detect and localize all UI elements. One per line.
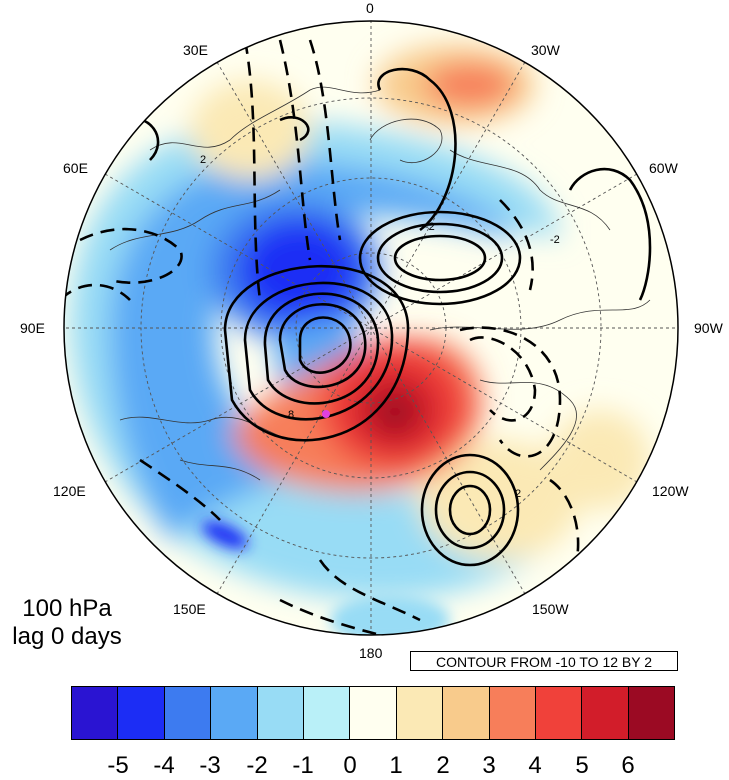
lon-label-60w: 60W: [649, 160, 678, 176]
pressure-level-label: 100 hPa: [22, 595, 112, 622]
colorbar-tick: 6: [621, 752, 635, 779]
polar-map: 2 -2 8 2 -2: [63, 20, 679, 636]
colorbar-tick: -3: [199, 752, 221, 779]
colorbar-tick: -1: [292, 752, 314, 779]
lon-label-0: 0: [366, 0, 374, 16]
colorbar-tick: 0: [343, 752, 357, 779]
colorbar-cell: [257, 687, 304, 739]
colorbar-tick: 3: [482, 752, 496, 779]
lon-label-30e: 30E: [183, 42, 208, 58]
shaded-anomaly-field: 2 -2 8 2 -2: [64, 21, 678, 635]
colorbar-tick: 2: [436, 752, 450, 779]
contour-lines: [119, 67, 652, 567]
contour-info-box: CONTOUR FROM -10 TO 12 BY 2: [410, 651, 678, 671]
colorbar-tick: 5: [575, 752, 589, 779]
colorbar-tick: 4: [528, 752, 542, 779]
colorbar-cell: [72, 687, 119, 739]
colorbar-tick: -5: [107, 752, 129, 779]
map-border: [63, 20, 679, 636]
lon-label-120e: 120E: [53, 483, 86, 499]
lon-label-150e: 150E: [173, 601, 206, 617]
contour-label-5: -2: [425, 221, 435, 233]
colorbar-tick: -2: [246, 752, 268, 779]
lon-label-30w: 30W: [531, 42, 560, 58]
graticule: [64, 21, 678, 635]
contour-label-3: 8: [288, 409, 294, 421]
lag-label: lag 0 days: [12, 623, 122, 650]
lon-label-120w: 120W: [652, 483, 689, 499]
lon-label-90e: 90E: [20, 320, 45, 336]
colorbar-cell: [396, 687, 444, 739]
colorbar-cell: [164, 687, 212, 739]
colorbar-cell: [628, 687, 675, 739]
lon-label-60e: 60E: [63, 160, 88, 176]
contour-label-1: 2: [200, 154, 206, 166]
colorbar: [71, 686, 675, 740]
colorbar-tick: -4: [153, 752, 175, 779]
colorbar-cell: [443, 687, 490, 739]
colorbar-cell: [489, 687, 536, 739]
colorbar-cell: [211, 687, 258, 739]
colorbar-cell: [582, 687, 629, 739]
colorbar-cell: [535, 687, 583, 739]
center-marker: [322, 410, 330, 418]
colorbar-tick: 1: [389, 752, 403, 779]
contour-line-labels: 2 -2 8 2 -2: [200, 154, 560, 500]
contour-label-4: 2: [515, 488, 521, 500]
contour-label-2: -2: [550, 234, 560, 246]
colorbar-cell: [350, 687, 397, 739]
colorbar-cell: [118, 687, 165, 739]
colorbar-cell: [303, 687, 351, 739]
lon-label-90w: 90W: [694, 320, 723, 336]
dashed-contour-lines: [64, 39, 580, 635]
lon-label-150w: 150W: [532, 601, 569, 617]
lon-label-180: 180: [359, 645, 383, 661]
